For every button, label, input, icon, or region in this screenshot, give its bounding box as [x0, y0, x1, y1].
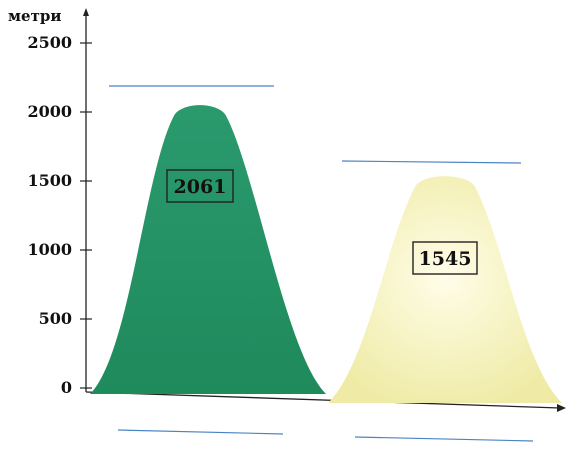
x-axis-line — [85, 391, 561, 409]
name-line-below-2 — [354, 436, 534, 442]
y-tick-label: 2000 — [27, 102, 72, 121]
peaks: 2061 1545 — [90, 105, 562, 403]
x-axis-arrow — [557, 404, 566, 412]
peak-shape-1 — [90, 105, 326, 394]
y-tick-label: 0 — [61, 378, 72, 397]
peak-shape-2 — [328, 176, 562, 403]
y-tick-label: 1500 — [27, 171, 72, 190]
name-lines — [109, 85, 534, 442]
peak-value-box-2 — [412, 241, 478, 275]
peak-value-label-1: 2061 — [174, 176, 227, 198]
name-line-below-1 — [117, 429, 284, 435]
peak-value-box-1 — [166, 169, 234, 203]
y-tick-label: 1000 — [27, 240, 72, 259]
y-axis-arrow — [83, 8, 89, 16]
y-ticks: 0 500 1000 1500 2000 2500 — [27, 33, 92, 397]
peak-value-label-2: 1545 — [419, 248, 472, 270]
y-tick-label: 500 — [39, 309, 72, 328]
y-tick-label: 2500 — [27, 33, 72, 52]
y-axis-label: метри — [8, 7, 61, 25]
name-line-above-2 — [341, 160, 522, 164]
